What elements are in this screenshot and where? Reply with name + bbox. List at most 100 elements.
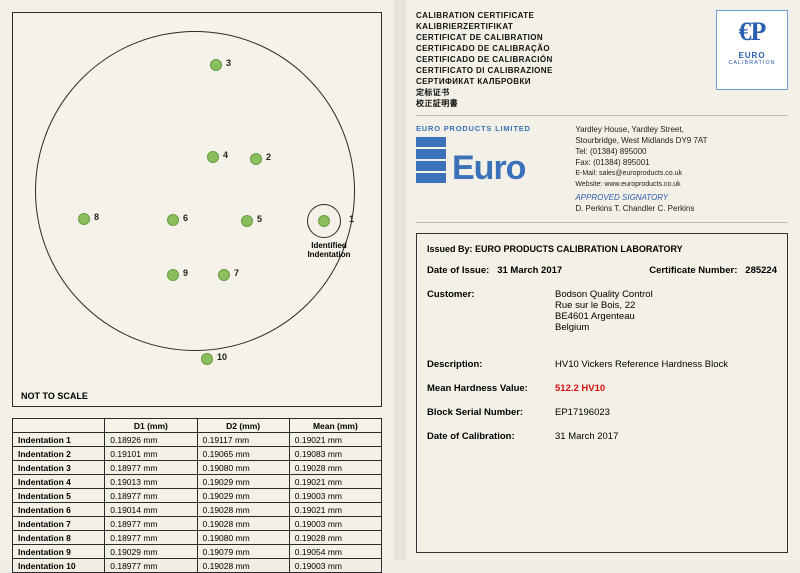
certno-val: 285224: [745, 265, 777, 276]
dot-4: [207, 151, 219, 163]
title-jp: 校正証明書: [416, 98, 686, 109]
dot-label-1: 1: [349, 214, 354, 224]
title-es: CERTIFICADO DE CALIBRACIÓN: [416, 54, 686, 65]
caldate-label: Date of Calibration:: [427, 431, 555, 442]
cell: Indentation 5: [13, 489, 105, 503]
company-address: Yardley House, Yardley Street, Stourbrid…: [575, 124, 788, 214]
table-row: Indentation 20.19101 mm0.19065 mm0.19083…: [13, 447, 382, 461]
cell: 0.18977 mm: [105, 531, 197, 545]
th-blank: [13, 419, 105, 433]
cell: 0.19003 mm: [289, 517, 381, 531]
euro-big-text: Euro: [452, 149, 525, 188]
company-strip: EURO PRODUCTS LIMITED Euro Yardley House…: [416, 124, 788, 223]
cell: 0.19028 mm: [197, 503, 289, 517]
approved-signatory-label: APPROVED SIGNATORY: [575, 192, 788, 203]
issue-row: Date of Issue: 31 March 2017 Certificate…: [427, 265, 777, 276]
cell: 0.19003 mm: [289, 489, 381, 503]
identified-text: Identified Indentation: [307, 241, 351, 259]
customer-value: Bodson Quality Control Rue sur le Bois, …: [555, 289, 653, 333]
dot-10: [201, 353, 213, 365]
dot-7: [218, 269, 230, 281]
dot-label-10: 10: [217, 352, 227, 362]
table-row: Indentation 30.18977 mm0.19080 mm0.19028…: [13, 461, 382, 475]
th-d1: D1 (mm): [105, 419, 197, 433]
dot-label-6: 6: [183, 213, 188, 223]
cell: 0.19117 mm: [197, 433, 289, 447]
customer-label: Customer:: [427, 289, 555, 333]
cell: Indentation 1: [13, 433, 105, 447]
identified-line1: Identified: [307, 241, 351, 250]
table-row: Indentation 70.18977 mm0.19028 mm0.19003…: [13, 517, 382, 531]
table-row: Indentation 80.18977 mm0.19080 mm0.19028…: [13, 531, 382, 545]
addr-fax: Fax: (01384) 895001: [575, 157, 788, 168]
signatory-names: D. Perkins T. Chandler C. Perkins: [575, 203, 788, 214]
certificate-page: 3 4 2 8 6 5 1 Identified Indentation 9 7: [0, 0, 800, 561]
description-row: Description: HV10 Vickers Reference Hard…: [427, 359, 777, 370]
identified-line2: Indentation: [307, 250, 351, 259]
cell: 0.19079 mm: [197, 545, 289, 559]
cell: Indentation 6: [13, 503, 105, 517]
date-of-issue: Date of Issue: 31 March 2017: [427, 265, 562, 276]
title-en: CALIBRATION CERTIFICATE: [416, 10, 686, 21]
cell: Indentation 2: [13, 447, 105, 461]
customer-l3: BE4601 Argenteau: [555, 311, 653, 322]
cell: 0.19083 mm: [289, 447, 381, 461]
euro-calibration-logo: €P EURO CALIBRATION: [716, 10, 788, 90]
th-d2: D2 (mm): [197, 419, 289, 433]
cell: 0.19021 mm: [289, 433, 381, 447]
right-panel: CALIBRATION CERTIFICATE KALIBRIERZERTIFI…: [406, 0, 800, 561]
identified-circle: [307, 204, 341, 238]
mean-val: 512.2 HV10: [555, 383, 605, 394]
dot-2: [250, 153, 262, 165]
addr-l1: Yardley House, Yardley Street,: [575, 124, 788, 135]
cell: Indentation 9: [13, 545, 105, 559]
cell: 0.19101 mm: [105, 447, 197, 461]
indentation-diagram: 3 4 2 8 6 5 1 Identified Indentation 9 7: [12, 12, 382, 407]
title-ru: СЕРТИФИКАТ КАЛБРОВКИ: [416, 76, 686, 87]
title-it: CERTIFICATO DI CALIBRAZIONE: [416, 65, 686, 76]
dot-3: [210, 59, 222, 71]
cell: 0.18926 mm: [105, 433, 197, 447]
th-mean: Mean (mm): [289, 419, 381, 433]
addr-email: E-Mail: sales@europroducts.co.uk: [575, 168, 788, 179]
cell: 0.18977 mm: [105, 489, 197, 503]
cell: 0.18977 mm: [105, 461, 197, 475]
mean-label: Mean Hardness Value:: [427, 383, 555, 394]
dot-9: [167, 269, 179, 281]
logo-ep-text: €P: [717, 17, 787, 47]
title-pt: CERTIFICADO DE CALIBRAÇÃO: [416, 43, 686, 54]
date-label: Date of Issue:: [427, 265, 489, 276]
issued-by: Issued By: EURO PRODUCTS CALIBRATION LAB…: [427, 244, 777, 254]
cell: 0.19028 mm: [289, 461, 381, 475]
date-val: 31 March 2017: [497, 265, 562, 276]
logo-calibration-text: CALIBRATION: [717, 60, 787, 66]
table-row: Indentation 50.18977 mm0.19029 mm0.19003…: [13, 489, 382, 503]
euro-big-logo: Euro: [416, 135, 556, 191]
cell: Indentation 4: [13, 475, 105, 489]
serial-val: EP17196023: [555, 407, 610, 418]
cell: 0.19080 mm: [197, 461, 289, 475]
dot-label-4: 4: [223, 150, 228, 160]
logo-euro-text: EURO: [717, 51, 787, 60]
company-line: EURO PRODUCTS LIMITED: [416, 124, 569, 133]
euro-logo-block: EURO PRODUCTS LIMITED Euro: [416, 124, 569, 214]
title-fr: CERTIFICAT DE CALIBRATION: [416, 32, 686, 43]
cell: 0.19021 mm: [289, 475, 381, 489]
addr-tel: Tel: (01384) 895000: [575, 146, 788, 157]
cell: 0.19080 mm: [197, 531, 289, 545]
desc-label: Description:: [427, 359, 555, 370]
table-header-row: D1 (mm) D2 (mm) Mean (mm): [13, 419, 382, 433]
dot-label-3: 3: [226, 58, 231, 68]
table-row: Indentation 90.19029 mm0.19079 mm0.19054…: [13, 545, 382, 559]
not-to-scale-label: NOT TO SCALE: [21, 391, 88, 401]
addr-l2: Stourbridge, West Midlands DY9 7AT: [575, 135, 788, 146]
left-panel: 3 4 2 8 6 5 1 Identified Indentation 9 7: [0, 0, 394, 561]
title-list: CALIBRATION CERTIFICATE KALIBRIERZERTIFI…: [416, 10, 686, 109]
dot-label-5: 5: [257, 214, 262, 224]
cell: Indentation 3: [13, 461, 105, 475]
dot-label-8: 8: [94, 212, 99, 222]
measurements-table: D1 (mm) D2 (mm) Mean (mm) Indentation 10…: [12, 418, 382, 573]
dot-label-7: 7: [234, 268, 239, 278]
page-fold: [394, 0, 406, 561]
cell: 0.19013 mm: [105, 475, 197, 489]
